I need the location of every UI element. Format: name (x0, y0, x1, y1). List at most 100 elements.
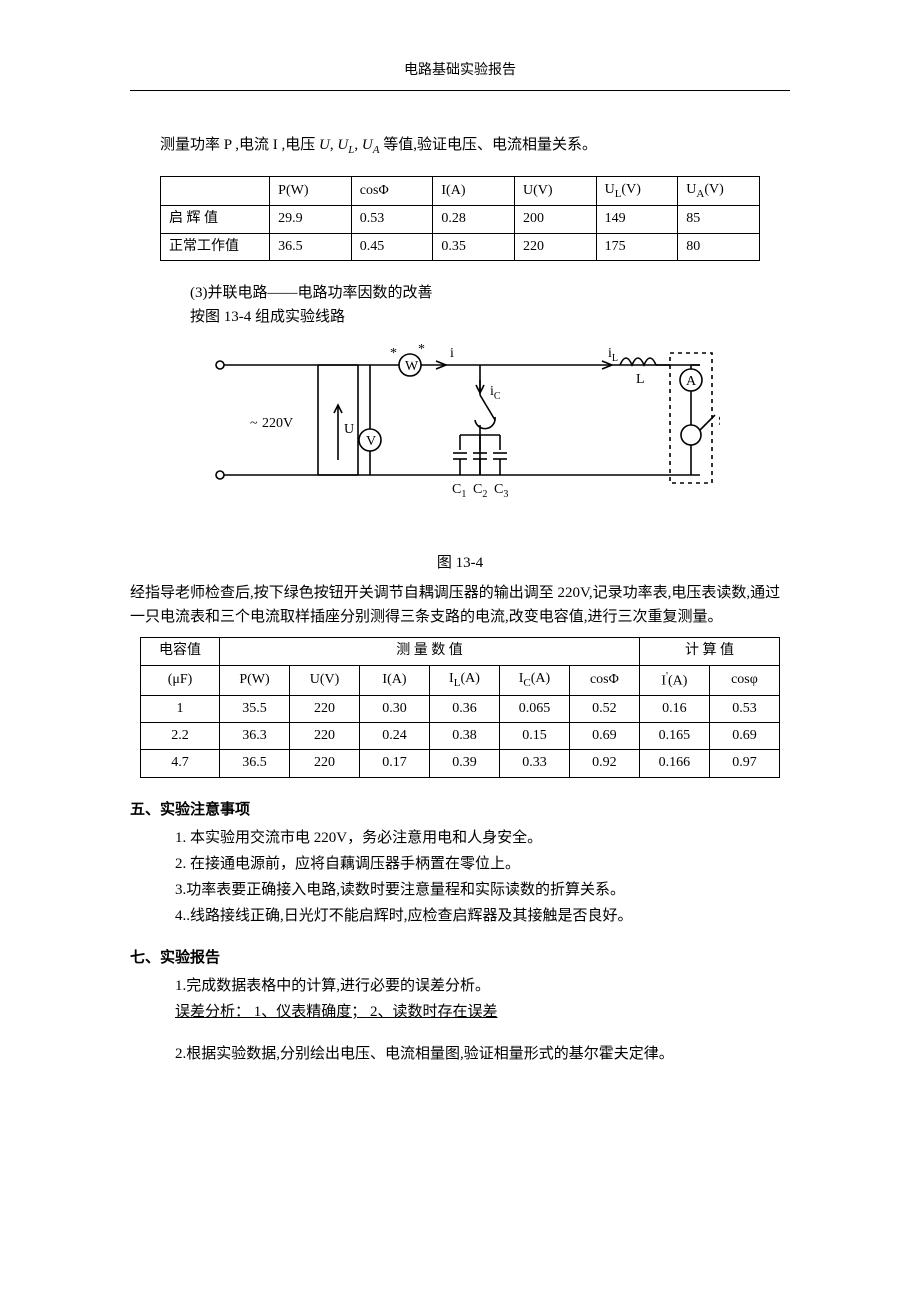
th-cos2: cosφ (709, 665, 779, 695)
fig-S: S (718, 414, 720, 429)
td: 0.165 (639, 722, 709, 749)
td: 0.38 (429, 722, 499, 749)
th-ulv-u: U (605, 182, 615, 197)
th-unit: (μF) (141, 665, 220, 695)
th-ia: I(A) (433, 176, 515, 205)
td: 0.35 (433, 233, 515, 260)
header-rule (130, 90, 790, 91)
th-pw: P(W) (220, 665, 290, 695)
th-ica: IC(A) (499, 665, 569, 695)
fig-c3-c: C (494, 482, 503, 497)
td: 0.52 (569, 695, 639, 722)
table-row: 4.736.52200.170.390.330.920.1660.97 (141, 750, 780, 777)
err-b: 2、读数时存在误差 (366, 1004, 497, 1020)
td: 0.30 (359, 695, 429, 722)
td: 2.2 (141, 722, 220, 749)
td: 启 辉 值 (161, 206, 270, 233)
td: 0.69 (569, 722, 639, 749)
fig-c2-s: 2 (482, 489, 487, 500)
p1-U: U (319, 137, 330, 153)
fig-star1: * (390, 346, 397, 361)
p1-UL-sub: L (348, 144, 354, 156)
spacer (175, 1026, 790, 1040)
fig-c2: C2 (473, 482, 487, 500)
p1-prefix: 测量功率 P ,电流 I ,电压 (160, 137, 319, 153)
td: 0.33 (499, 750, 569, 777)
th-meas: 测 量 数 值 (220, 638, 640, 665)
th-ica-s: C (523, 677, 530, 689)
fig-star2: * (418, 342, 425, 357)
section7-title: 七、实验报告 (130, 946, 790, 970)
td: 0.28 (433, 206, 515, 233)
th-cos: cosΦ (569, 665, 639, 695)
th-ip-sf: (A) (668, 673, 687, 688)
section5-title: 五、实验注意事项 (130, 798, 790, 822)
list-item: 4..线路接线正确,日光灯不能启辉时,应检查启辉器及其接触是否良好。 (175, 904, 790, 928)
td: 29.9 (270, 206, 352, 233)
td: 0.15 (499, 722, 569, 749)
sec7-item1: 1.完成数据表格中的计算,进行必要的误差分析。 (175, 974, 790, 998)
th-ia: I(A) (359, 665, 429, 695)
th-uav-suf: (V) (704, 182, 723, 197)
fig-c1-s: 1 (461, 489, 466, 500)
th-pw: P(W) (270, 176, 352, 205)
td: 220 (290, 695, 360, 722)
fig-ic: iC (490, 384, 501, 402)
th-iprime: I'(A) (639, 665, 709, 695)
th-calc: 计 算 值 (639, 638, 779, 665)
th-cap: 电容值 (141, 638, 220, 665)
td: 220 (290, 722, 360, 749)
td: 220 (290, 750, 360, 777)
fig-L: L (636, 372, 645, 387)
th-ulv-suf: (V) (621, 182, 640, 197)
circuit-svg: ~ 220V U V W * * i iC iL L A S C1 C2 C3 (200, 335, 720, 525)
td: 200 (514, 206, 596, 233)
td: 80 (678, 233, 760, 260)
fig-c2-c: C (473, 482, 482, 497)
th-ila-sf: (A) (460, 671, 479, 686)
td: 0.53 (351, 206, 433, 233)
td: 1 (141, 695, 220, 722)
fig-V: V (366, 434, 376, 449)
section5-list: 1. 本实验用交流市电 220V，务必注意用电和人身安全。 2. 在接通电源前，… (130, 826, 790, 928)
td: 正常工作值 (161, 233, 270, 260)
list-item: 2. 在接通电源前，应将自藕调压器手柄置在零位上。 (175, 852, 790, 876)
fig-il-sub: L (612, 353, 618, 364)
td: 0.16 (639, 695, 709, 722)
fig-220v: 220V (262, 416, 293, 431)
paragraph-procedure: 经指导老师检查后,按下绿色按钮开关调节自耦调压器的输出调至 220V,记录功率表… (130, 581, 790, 629)
p1-suffix: 等值,验证电压、电流相量关系。 (383, 137, 597, 153)
td: 36.5 (220, 750, 290, 777)
td: 149 (596, 206, 678, 233)
td: 0.166 (639, 750, 709, 777)
err-label: 误差分析： (175, 1004, 250, 1020)
err-a: 1、仪表精确度； (250, 1004, 366, 1020)
paragraph-measure: 测量功率 P ,电流 I ,电压 U, UL, UA 等值,验证电压、电流相量关… (130, 133, 790, 160)
th-cos: cosΦ (351, 176, 433, 205)
td: 220 (514, 233, 596, 260)
table-row: 正常工作值 36.5 0.45 0.35 220 175 80 (161, 233, 760, 260)
td: 36.5 (270, 233, 352, 260)
fig-c3-s: 3 (503, 489, 508, 500)
th-ulv: UL(V) (596, 176, 678, 205)
td: 4.7 (141, 750, 220, 777)
table-row: 启 辉 值 29.9 0.53 0.28 200 149 85 (161, 206, 760, 233)
sec7-err: 误差分析： 1、仪表精确度； 2、读数时存在误差 (175, 1000, 790, 1024)
figure-13-4: ~ 220V U V W * * i iC iL L A S C1 C2 C3 (130, 335, 790, 533)
p1-UA: U (362, 137, 373, 153)
table-row: 2.236.32200.240.380.150.690.1650.69 (141, 722, 780, 749)
td: 36.3 (220, 722, 290, 749)
table-row: (μF) P(W) U(V) I(A) IL(A) IC(A) cosΦ I'(… (141, 665, 780, 695)
fig-il: iL (608, 346, 618, 364)
p2-line1: (3)并联电路——电路功率因数的改善 (130, 281, 790, 305)
td: 175 (596, 233, 678, 260)
doc-header-title: 电路基础实验报告 (130, 60, 790, 82)
list-item: 1. 本实验用交流市电 220V，务必注意用电和人身安全。 (175, 826, 790, 850)
table-row: P(W) cosΦ I(A) U(V) UL(V) UA(V) (161, 176, 760, 205)
fig-c3: C3 (494, 482, 508, 500)
td: 0.69 (709, 722, 779, 749)
fig-tilde: ~ (250, 416, 258, 431)
fig-U: U (344, 422, 354, 437)
fig-A: A (686, 374, 697, 389)
td: 85 (678, 206, 760, 233)
